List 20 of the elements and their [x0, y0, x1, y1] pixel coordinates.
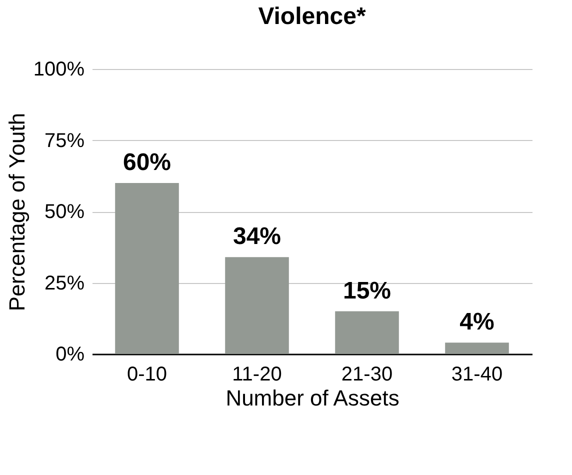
y-tick-label: 25% — [44, 272, 85, 294]
x-tick-label: 11-20 — [232, 364, 282, 386]
x-tick-label: 31-40 — [451, 364, 503, 386]
y-tick-label: 100% — [33, 58, 85, 80]
y-tick-label: 0% — [56, 344, 85, 366]
x-tick-label: 0-10 — [126, 364, 168, 386]
y-tick-label: 75% — [44, 130, 85, 152]
x-tick-label: 21-30 — [341, 364, 393, 386]
bar — [445, 342, 509, 354]
y-tick-label: 50% — [44, 201, 85, 223]
bar — [115, 183, 179, 354]
data-label: 34% — [232, 223, 282, 250]
data-label: 60% — [122, 149, 172, 176]
chart-title: Violence* — [258, 3, 366, 30]
y-axis-title: Percentage of Youth — [4, 112, 30, 312]
bar — [225, 257, 289, 354]
data-label: 4% — [460, 308, 494, 336]
data-label: 15% — [342, 277, 392, 304]
bar — [335, 311, 399, 354]
x-axis-title: Number of Assets — [226, 386, 400, 410]
